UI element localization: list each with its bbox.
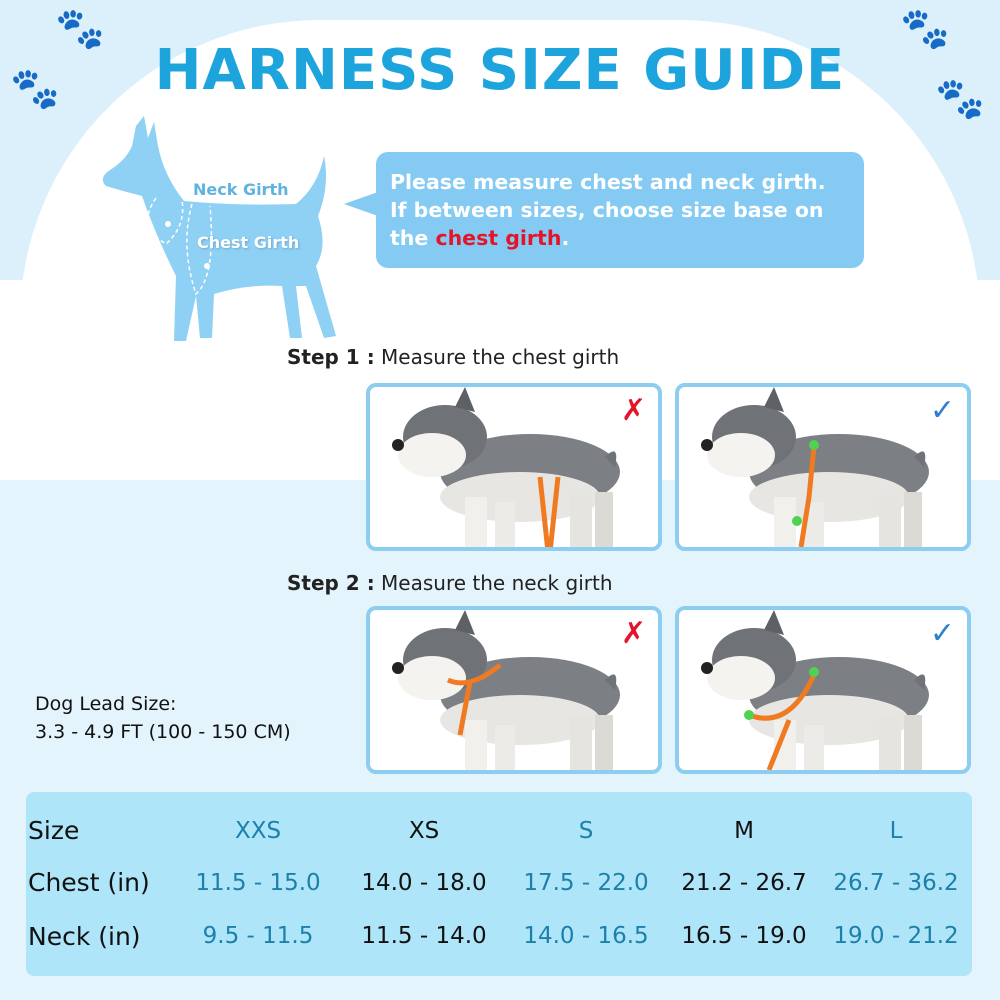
- cell-size-xs: XS: [408, 818, 440, 844]
- bubble-tail: [344, 192, 378, 216]
- neck-girth-label: Neck Girth: [193, 180, 289, 199]
- cell-chest-s: 17.5 - 22.0: [523, 870, 649, 896]
- dog-silhouette-diagram: [102, 116, 336, 341]
- blue-check-icon: ✓: [929, 393, 955, 428]
- schnauzer-dog-image: [392, 610, 620, 770]
- cell-chest-xxs: 11.5 - 15.0: [195, 870, 321, 896]
- row-label-chest: Chest (in): [28, 868, 150, 897]
- cell-size-s: S: [578, 818, 594, 844]
- step-1-label: Step 1 :: [287, 345, 375, 369]
- lead-size-value: 3.3 - 4.9 FT (100 - 150 CM): [35, 721, 291, 743]
- paw-icon: 🐾: [10, 66, 60, 112]
- cell-neck-s: 14.0 - 16.5: [523, 923, 649, 949]
- step-1-text: Measure the chest girth: [381, 345, 620, 369]
- cell-neck-m: 16.5 - 19.0: [681, 923, 807, 949]
- cell-chest-xs: 14.0 - 18.0: [361, 870, 487, 896]
- lead-size-info: Dog Lead Size: 3.3 - 4.9 FT (100 - 150 C…: [35, 690, 291, 746]
- cell-size-xxs: XXS: [234, 818, 282, 844]
- step-1-right-photo: ✓: [675, 383, 971, 551]
- red-x-icon: ✗: [620, 616, 646, 651]
- step-2-heading: Step 2 : Measure the neck girth: [287, 571, 613, 595]
- schnauzer-dog-image: [392, 387, 620, 547]
- step-1-heading: Step 1 : Measure the chest girth: [287, 345, 619, 369]
- step-2-label: Step 2 :: [287, 571, 375, 595]
- size-table: Size Chest (in) Neck (in) XXS XS S M L 11.5 -…: [26, 792, 972, 976]
- row-label-size: Size: [28, 816, 80, 845]
- chest-girth-label: Chest Girth: [197, 233, 300, 252]
- instruction-line-3: the chest girth.: [390, 224, 850, 252]
- step-2-text: Measure the neck girth: [381, 571, 613, 595]
- schnauzer-dog-image: [701, 610, 929, 770]
- cell-size-l: L: [889, 818, 903, 844]
- cell-neck-xxs: 9.5 - 11.5: [202, 923, 314, 949]
- blue-check-icon: ✓: [929, 616, 955, 651]
- cell-neck-xs: 11.5 - 14.0: [361, 923, 487, 949]
- cell-chest-l: 26.7 - 36.2: [833, 870, 959, 896]
- cell-size-m: M: [734, 818, 754, 844]
- instruction-suffix: .: [561, 226, 570, 250]
- lead-size-label: Dog Lead Size:: [35, 693, 177, 715]
- page-title: HARNESS SIZE GUIDE: [154, 38, 846, 103]
- paw-icon: 🐾: [900, 6, 950, 52]
- cell-neck-l: 19.0 - 21.2: [833, 923, 959, 949]
- instruction-bubble: Please measure chest and neck girth. If …: [376, 152, 864, 268]
- cell-chest-m: 21.2 - 26.7: [681, 870, 807, 896]
- paw-icon: 🐾: [935, 76, 985, 122]
- instruction-line-2: If between sizes, choose size base on: [390, 198, 824, 222]
- red-x-icon: ✗: [620, 393, 646, 428]
- instruction-prefix: the: [390, 226, 436, 250]
- paw-icon: 🐾: [55, 6, 105, 52]
- instruction-line-1: Please measure chest and neck girth.: [390, 170, 826, 194]
- schnauzer-dog-image: [701, 387, 929, 547]
- step-2-wrong-photo: ✗: [366, 606, 662, 774]
- row-label-neck: Neck (in): [28, 922, 141, 951]
- step-2-right-photo: ✓: [675, 606, 971, 774]
- instruction-highlight: chest girth: [435, 226, 562, 250]
- step-1-wrong-photo: ✗: [366, 383, 662, 551]
